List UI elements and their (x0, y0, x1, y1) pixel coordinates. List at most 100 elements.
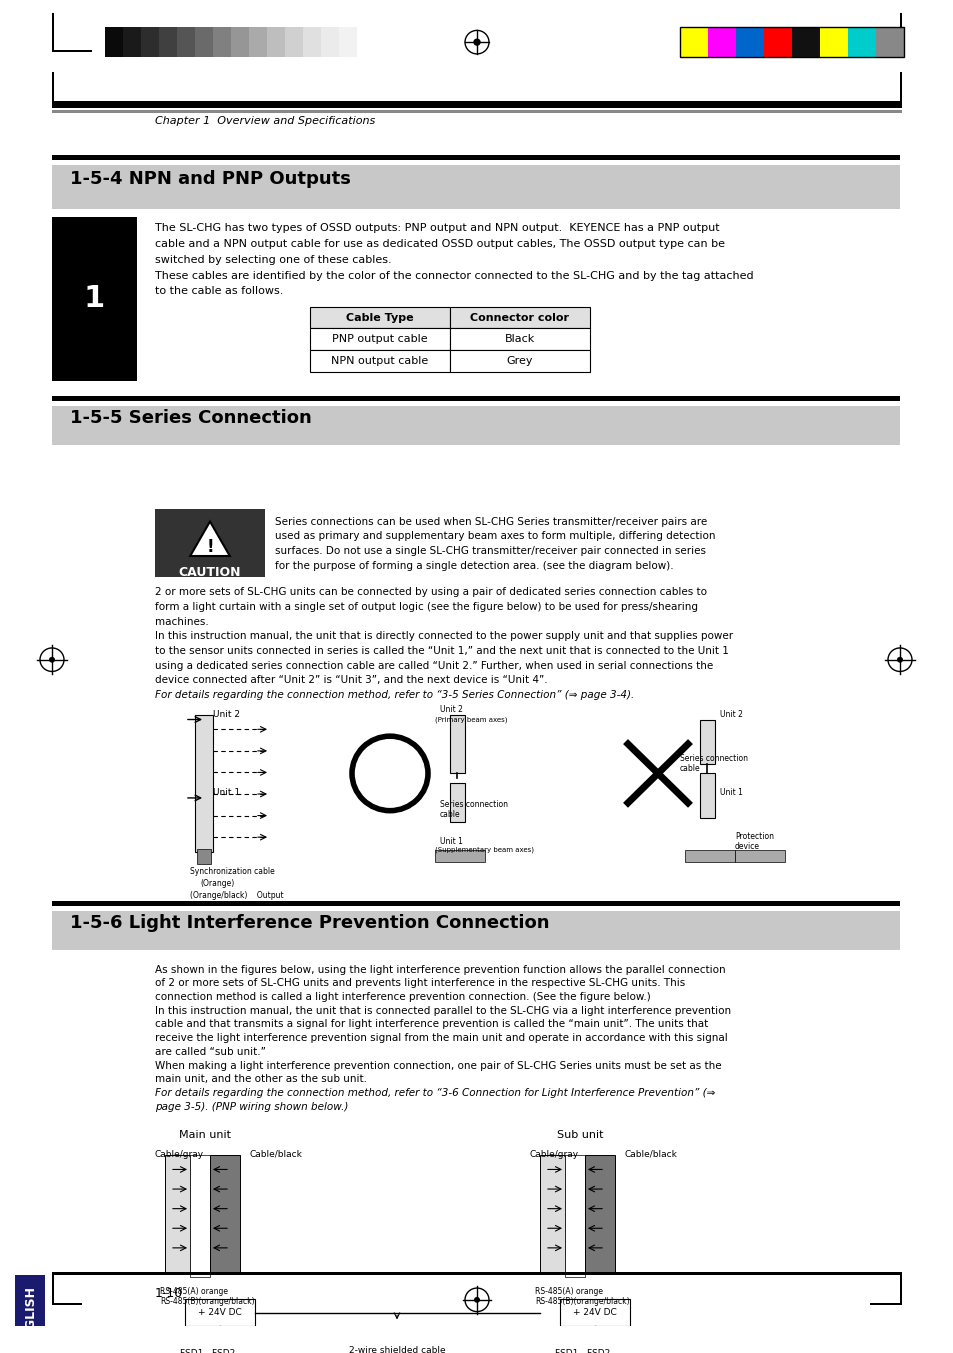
Bar (820, 27, 847, 57)
Text: Unit 1: Unit 1 (720, 789, 742, 797)
Bar (194, 714, 213, 852)
Bar (847, 27, 875, 57)
Bar (450, 783, 464, 823)
Text: device: device (734, 842, 760, 851)
Text: These cables are identified by the color of the connector connected to the SL-CH: These cables are identified by the color… (154, 271, 753, 280)
Bar (450, 329, 589, 350)
Text: Synchronization cable: Synchronization cable (190, 866, 274, 875)
Bar (700, 774, 714, 817)
Bar (52, 1303, 82, 1304)
Text: In this instruction manual, the unit that is connected parallel to the SL-CHG vi: In this instruction manual, the unit tha… (154, 1005, 730, 1016)
Text: + 24V DC: + 24V DC (573, 1308, 617, 1316)
Bar (356, 27, 375, 57)
Polygon shape (190, 521, 230, 556)
Bar (52, 50, 91, 51)
Text: cable: cable (439, 809, 460, 819)
Text: main unit, and the other as the sub unit.: main unit, and the other as the sub unit… (154, 1074, 367, 1084)
Text: Unit 1: Unit 1 (439, 838, 462, 846)
Text: !: ! (206, 538, 213, 556)
Bar (52, 1276, 54, 1304)
Bar (700, 720, 714, 763)
Bar (320, 27, 338, 57)
Bar (435, 850, 484, 862)
Bar (303, 27, 320, 57)
Bar (679, 27, 707, 57)
Text: As shown in the figures below, using the light interference prevention function : As shown in the figures below, using the… (154, 965, 725, 974)
Text: connection method is called a light interference prevention connection. (See the: connection method is called a light inte… (154, 992, 650, 1003)
Bar (165, 1154, 190, 1272)
Text: to the sensor units connected in series is called the “Unit 1,” and the next uni: to the sensor units connected in series … (154, 645, 728, 656)
Text: machines.: machines. (154, 617, 209, 626)
Circle shape (474, 39, 479, 45)
Text: Cable/black: Cable/black (250, 1150, 302, 1158)
Text: 2-wire shielded cable: 2-wire shielded cable (349, 1346, 445, 1353)
Text: PNP output cable: PNP output cable (332, 334, 427, 344)
Text: of 2 or more sets of SL-CHG units and prevents light interference in the respect: of 2 or more sets of SL-CHG units and pr… (154, 978, 684, 988)
Text: RS-485(B)(orange/black): RS-485(B)(orange/black) (535, 1298, 629, 1306)
Bar (52, 110, 901, 112)
Bar (285, 27, 303, 57)
Bar (185, 1299, 254, 1326)
Text: (Orange/black)    Output: (Orange/black) Output (190, 892, 283, 900)
Text: FSD1   FSD2: FSD1 FSD2 (555, 1349, 610, 1353)
Text: Unit 2: Unit 2 (720, 710, 742, 718)
Text: (Supplementary beam axes): (Supplementary beam axes) (435, 847, 534, 854)
Bar (559, 1299, 629, 1326)
Bar (213, 27, 231, 57)
Circle shape (896, 656, 902, 663)
Bar (310, 329, 450, 350)
Text: Sub unit: Sub unit (557, 1130, 602, 1141)
Bar (52, 12, 54, 51)
Bar (52, 154, 899, 160)
Bar (734, 850, 784, 862)
Text: 1-10: 1-10 (154, 1287, 183, 1300)
Bar (735, 27, 763, 57)
Text: When making a light interference prevention connection, one pair of SL-CHG Serie: When making a light interference prevent… (154, 1061, 720, 1070)
Text: switched by selecting one of these cables.: switched by selecting one of these cable… (154, 254, 392, 265)
Bar (52, 901, 899, 905)
Text: FSD1   FSD2: FSD1 FSD2 (180, 1349, 235, 1353)
Text: used as primary and supplementary beam axes to form multiple, differing detectio: used as primary and supplementary beam a… (274, 532, 715, 541)
Bar (267, 27, 285, 57)
Text: RS-485(A) orange: RS-485(A) orange (535, 1287, 602, 1296)
Text: for the purpose of forming a single detection area. (see the diagram below).: for the purpose of forming a single dete… (274, 560, 673, 571)
Bar (141, 27, 159, 57)
Text: device connected after “Unit 2” is “Unit 3”, and the next device is “Unit 4”.: device connected after “Unit 2” is “Unit… (154, 675, 547, 686)
Bar (875, 27, 903, 57)
Text: For details regarding the connection method, refer to “3-5 Series Connection” (⇒: For details regarding the connection met… (154, 690, 634, 700)
Text: receive the light interference prevention signal from the main unit and operate : receive the light interference preventio… (154, 1034, 727, 1043)
Bar (52, 216, 137, 382)
Bar (52, 396, 899, 400)
Bar (196, 848, 211, 863)
Text: are called “sub unit.”: are called “sub unit.” (154, 1047, 266, 1057)
Text: The SL-CHG has two types of OSSD outputs: PNP output and NPN output.  KEYENCE ha: The SL-CHG has two types of OSSD outputs… (154, 223, 719, 234)
Text: (Primary beam axes): (Primary beam axes) (435, 717, 507, 723)
Text: form a light curtain with a single set of output logic (see the figure below) to: form a light curtain with a single set o… (154, 602, 698, 612)
Text: 2 or more sets of SL-CHG units can be connected by using a pair of dedicated ser: 2 or more sets of SL-CHG units can be co… (154, 587, 706, 597)
Text: CAUTION: CAUTION (178, 566, 241, 579)
Bar (584, 1154, 615, 1272)
Bar (190, 1154, 210, 1277)
Text: Grey: Grey (506, 356, 533, 365)
Bar (249, 27, 267, 57)
Text: + 24V DC: + 24V DC (198, 1308, 242, 1316)
Text: Protection: Protection (734, 832, 773, 842)
Text: RS-485(A) orange: RS-485(A) orange (160, 1287, 228, 1296)
Bar (52, 72, 54, 101)
Text: 1: 1 (83, 284, 105, 314)
Bar (684, 850, 734, 862)
Text: Cable/gray: Cable/gray (154, 1150, 204, 1158)
Bar (105, 27, 123, 57)
Bar (52, 911, 899, 950)
Bar (707, 27, 735, 57)
Bar (862, 50, 901, 51)
Text: page 3-5). (PNP wiring shown below.): page 3-5). (PNP wiring shown below.) (154, 1101, 348, 1112)
Bar (310, 350, 450, 372)
Text: Chapter 1  Overview and Specifications: Chapter 1 Overview and Specifications (154, 115, 375, 126)
Bar (899, 72, 901, 101)
Text: In this instruction manual, the unit that is directly connected to the power sup: In this instruction manual, the unit tha… (154, 632, 732, 641)
Bar (679, 27, 903, 57)
Circle shape (49, 656, 55, 663)
Text: 1-5-6 Light Interference Prevention Connection: 1-5-6 Light Interference Prevention Conn… (70, 913, 549, 932)
Text: Unit 2: Unit 2 (213, 710, 240, 718)
